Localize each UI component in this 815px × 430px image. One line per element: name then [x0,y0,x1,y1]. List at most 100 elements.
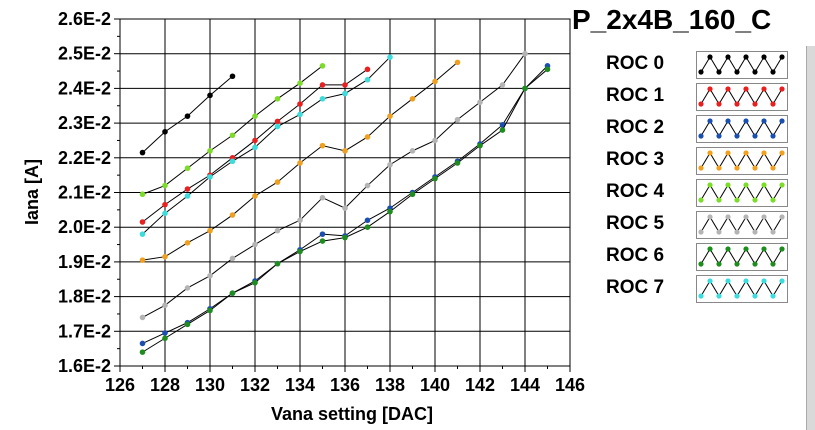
data-point [184,321,191,328]
x-tick-label: 142 [465,375,495,395]
legend-marker [734,69,740,75]
data-point [342,234,348,241]
x-tick-label: 136 [330,375,360,395]
legend-marker [716,229,722,235]
legend-entry: ROC 4 [594,179,794,207]
legend-marker [716,293,722,299]
data-point [432,78,438,85]
legend-line [700,152,783,169]
legend-line [700,120,783,137]
data-point [207,272,213,279]
data-point [184,193,191,199]
legend-marker [779,278,785,284]
series-roc-6 [139,66,551,355]
legend-line [700,248,783,265]
legend-entry: ROC 1 [594,83,794,111]
legend-marker [734,165,740,171]
data-point [207,307,213,314]
legend-marker [779,214,785,220]
legend-label: ROC 0 [606,53,665,74]
series-roc-5 [139,50,528,321]
data-point [274,123,281,130]
legend-marker [725,182,731,188]
legend-label: ROC 2 [606,117,665,138]
legend-swatch [696,179,788,207]
data-point [409,96,416,102]
legend-marker [752,69,758,75]
y-tick-labels: 1.6E-2 1.7E-2 1.8E-2 1.9E-2 2.0E-2 2.1E-2 2.2E… [58,9,111,376]
legend-marker [698,229,704,235]
legend-marker [743,246,749,252]
legend-marker [752,133,758,139]
data-point [139,340,146,347]
data-point [207,92,213,99]
data-point [387,161,393,168]
data-point [319,142,326,149]
x-tick-label: 128 [150,375,180,395]
legend-marker [707,86,713,92]
y-tick-label: 2.3E-2 [58,113,111,133]
data-point [184,113,191,119]
data-point [229,73,236,80]
legend-marker [779,54,785,60]
x-tick-label: 130 [195,375,225,395]
y-axis-label: Iana [A] [22,159,42,225]
legend-marker [752,101,758,107]
series-roc-0 [139,73,236,156]
legend-marker [743,278,749,284]
legend-label: ROC 4 [606,181,665,202]
series-line [142,53,526,318]
data-point [364,66,371,73]
legend-background [594,306,806,430]
data-point [162,128,168,135]
legend-swatch [696,275,788,303]
vertical-scrollbar[interactable] [806,46,815,430]
legend-marker [716,101,722,107]
legend-marker [779,246,785,252]
data-point [162,201,168,208]
legend-marker [698,101,704,107]
series-roc-4 [139,63,326,198]
y-tick-label: 2.4E-2 [58,78,111,98]
y-tick-label: 2.6E-2 [58,9,111,29]
legend-swatch [696,243,788,271]
data-point [162,253,168,260]
data-point [387,113,393,119]
data-point [162,182,168,189]
data-point [342,148,348,154]
legend-marker [698,165,704,171]
data-point [544,66,551,73]
data-point [139,149,146,156]
legend-line [700,280,783,297]
series-roc-7 [139,54,393,237]
data-point [319,194,326,201]
legend-marker [725,150,731,156]
legend-marker [761,182,767,188]
x-tick-label: 134 [285,375,315,395]
legend-marker [761,278,767,284]
y-tick-label: 2.1E-2 [58,183,111,203]
data-point [139,219,146,225]
data-point [229,132,236,139]
legend-marker [698,133,704,139]
data-point [252,144,258,151]
legend-marker [725,214,731,220]
legend-marker [743,118,749,124]
legend-marker [770,101,776,107]
legend-marker [716,133,722,139]
data-point [319,82,326,88]
legend-marker [707,246,713,252]
legend-marker [761,86,767,92]
data-point [139,257,146,263]
data-point [522,50,528,57]
legend: ROC 0 ROC 1 ROC 2 ROC 3 ROC 4 ROC 5 ROC 6 ROC 7 [594,46,806,306]
y-tick-label: 1.7E-2 [58,321,111,341]
legend-marker [779,182,785,188]
data-point [297,111,303,118]
legend-marker [743,54,749,60]
legend-marker [770,197,776,203]
legend-marker [770,69,776,75]
data-point [319,238,326,244]
data-point [139,231,146,237]
